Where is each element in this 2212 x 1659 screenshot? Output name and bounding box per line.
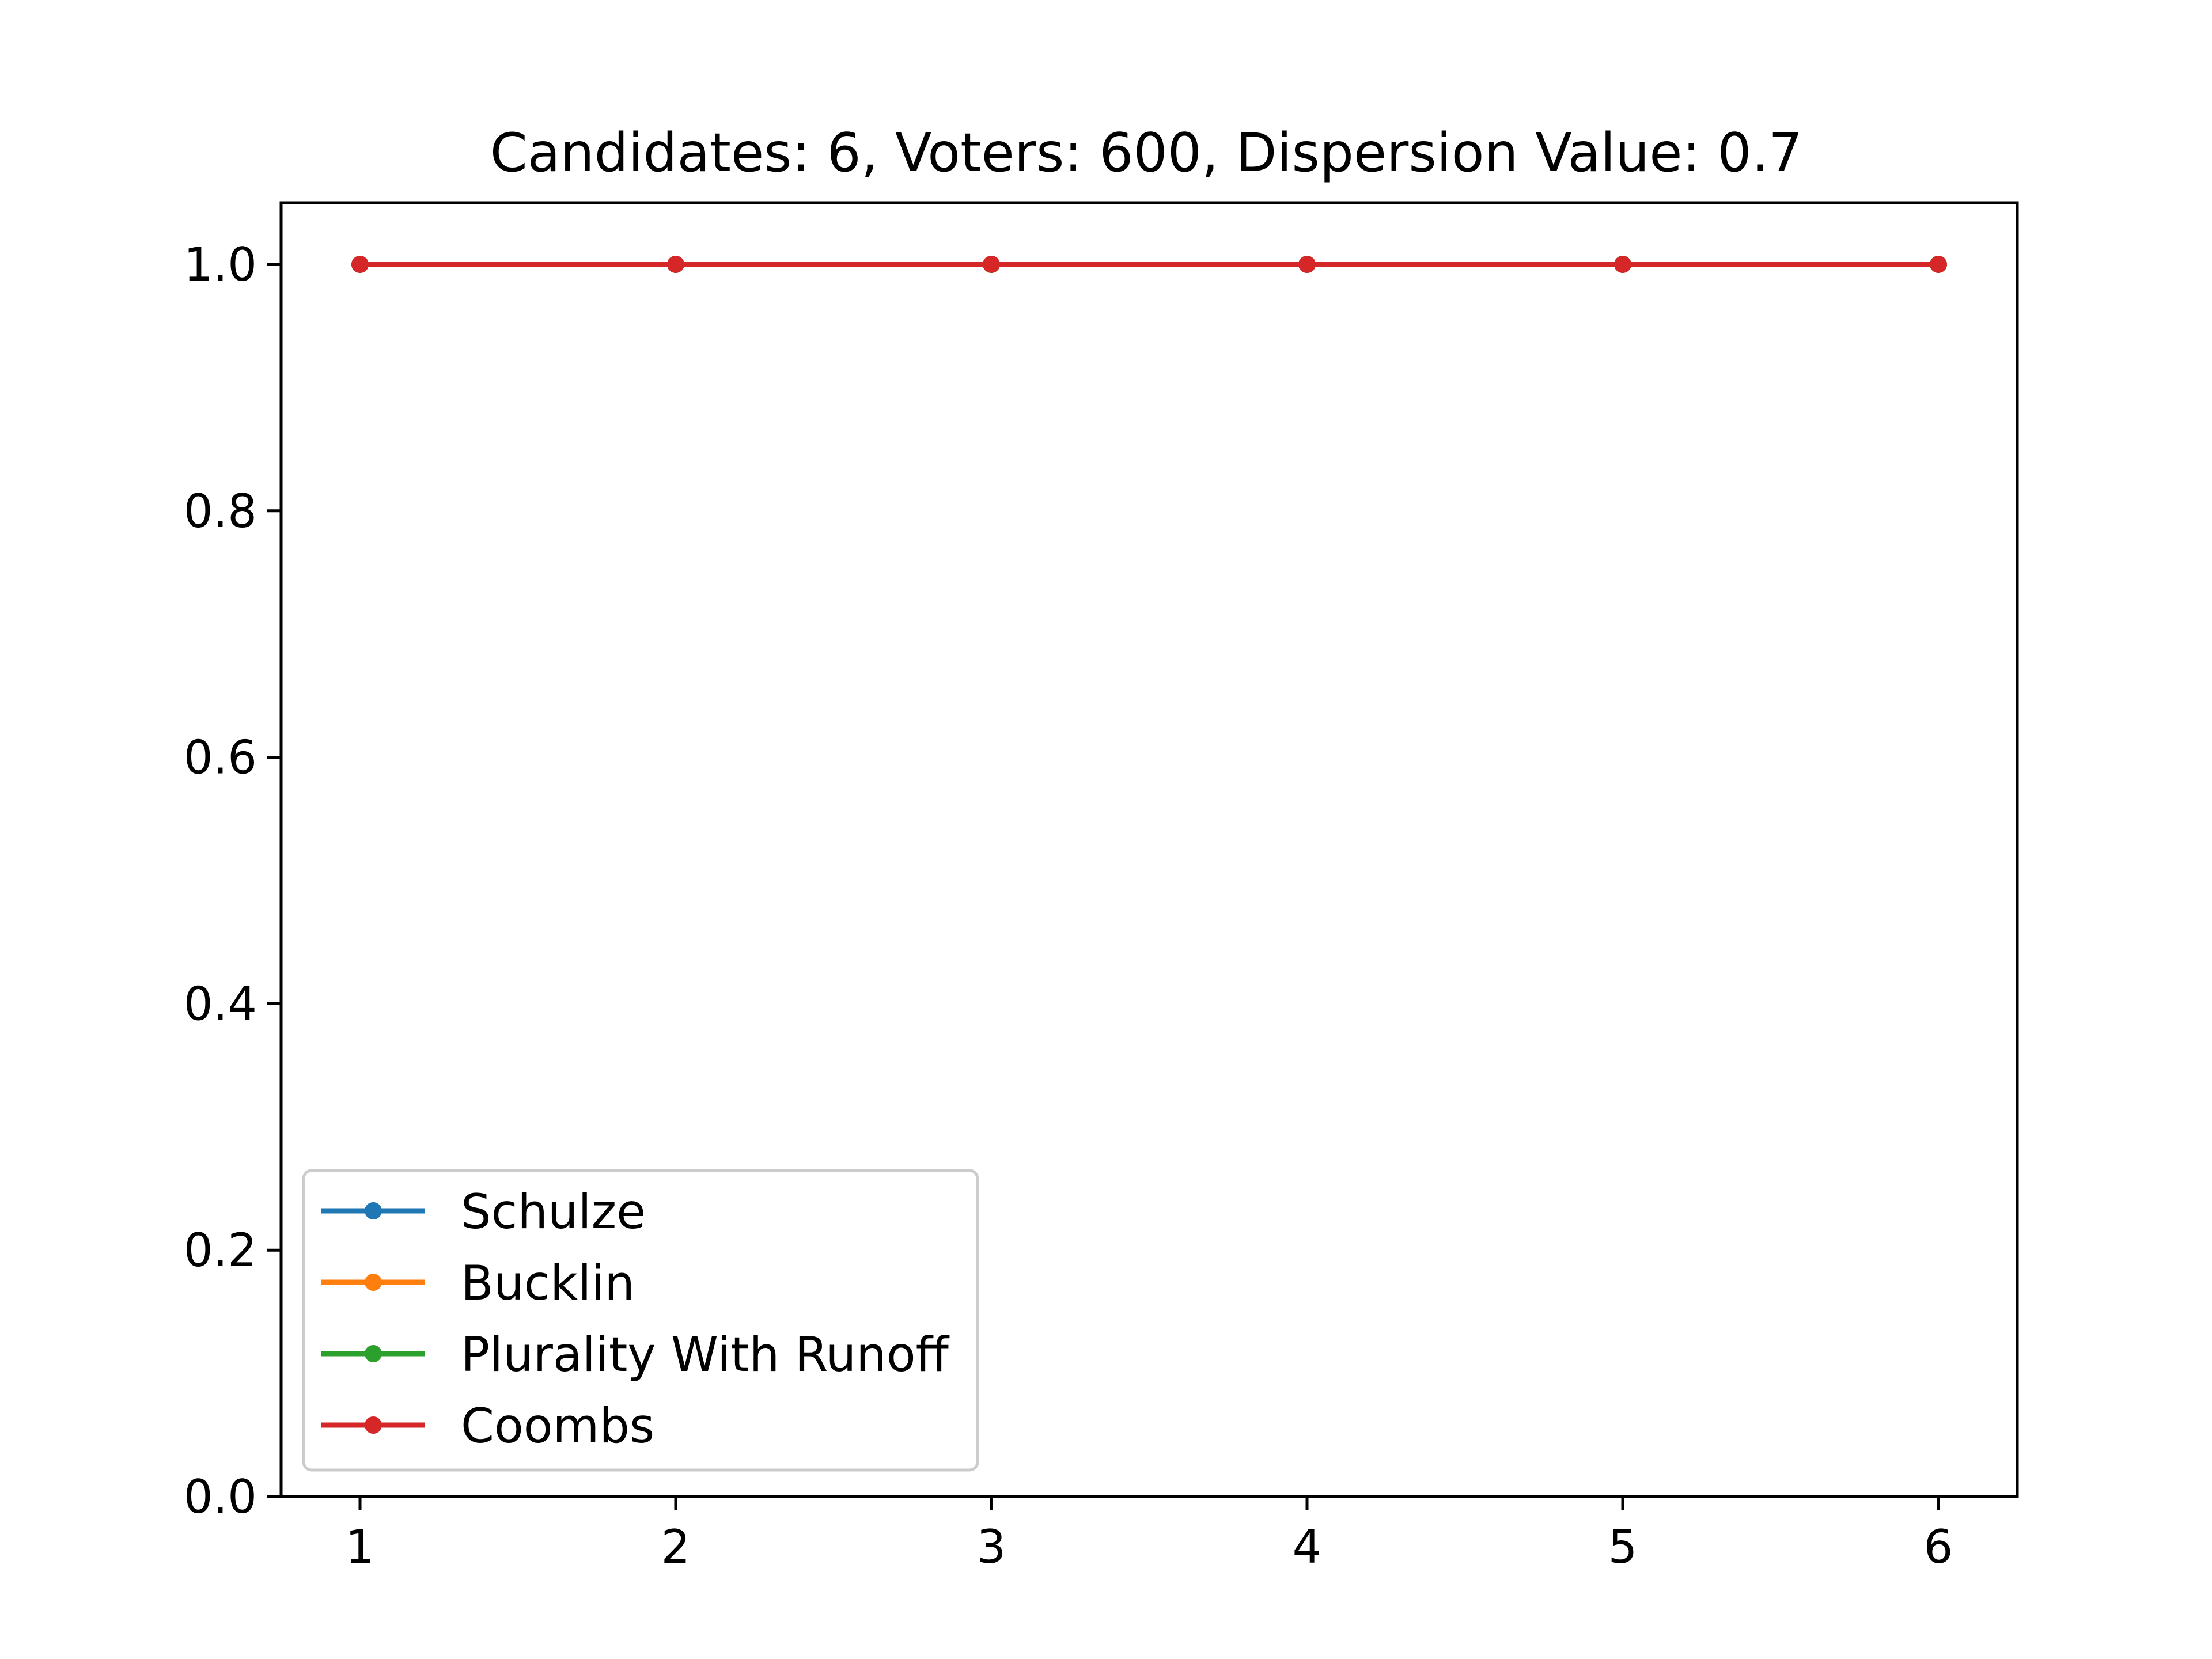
x-tick-label: 2 [661,1520,691,1574]
y-tick-label: 0.8 [184,484,257,538]
y-tick-label: 0.6 [184,731,257,785]
legend-marker [365,1202,382,1219]
y-tick-label: 1.0 [184,238,257,291]
legend-label: Coombs [461,1398,654,1454]
y-tick-label: 0.0 [184,1470,257,1524]
legend-marker [365,1345,382,1362]
legend-entry: Bucklin [321,1255,635,1311]
legend-label: Plurality With Runoff [461,1327,950,1382]
series-coombs [351,255,1947,273]
series-layer [351,255,1947,273]
legend-entry: Coombs [321,1398,654,1454]
x-tick-label: 1 [346,1520,375,1574]
data-point [983,255,1000,273]
x-tick-label: 6 [1924,1520,1953,1574]
x-axis: 1 2 3 4 5 6 [346,1497,1953,1574]
chart-title: Candidates: 6, Voters: 600, Dispersion V… [490,122,1803,184]
x-tick-label: 4 [1293,1520,1322,1574]
legend-label: Bucklin [461,1255,635,1311]
data-point [1614,255,1631,273]
plot-frame [279,201,2019,1498]
legend: Schulze Bucklin Plurality With Runoff Coomb… [302,1169,979,1472]
data-point [1298,255,1316,273]
legend-box [302,1169,979,1472]
legend-marker [365,1416,382,1434]
x-tick-label: 3 [977,1520,1006,1574]
data-point [1930,255,1947,273]
legend-label: Schulze [461,1184,646,1240]
data-point [351,255,369,273]
legend-entry: Schulze [321,1184,646,1240]
x-tick-label: 5 [1608,1520,1638,1574]
y-tick-label: 0.2 [184,1224,257,1277]
y-tick-label: 0.4 [184,977,257,1031]
data-point [667,255,684,273]
legend-entry: Plurality With Runoff [321,1327,950,1382]
y-axis: 0.0 0.2 0.4 0.6 0.8 1.0 [184,238,281,1524]
legend-marker [365,1274,382,1291]
